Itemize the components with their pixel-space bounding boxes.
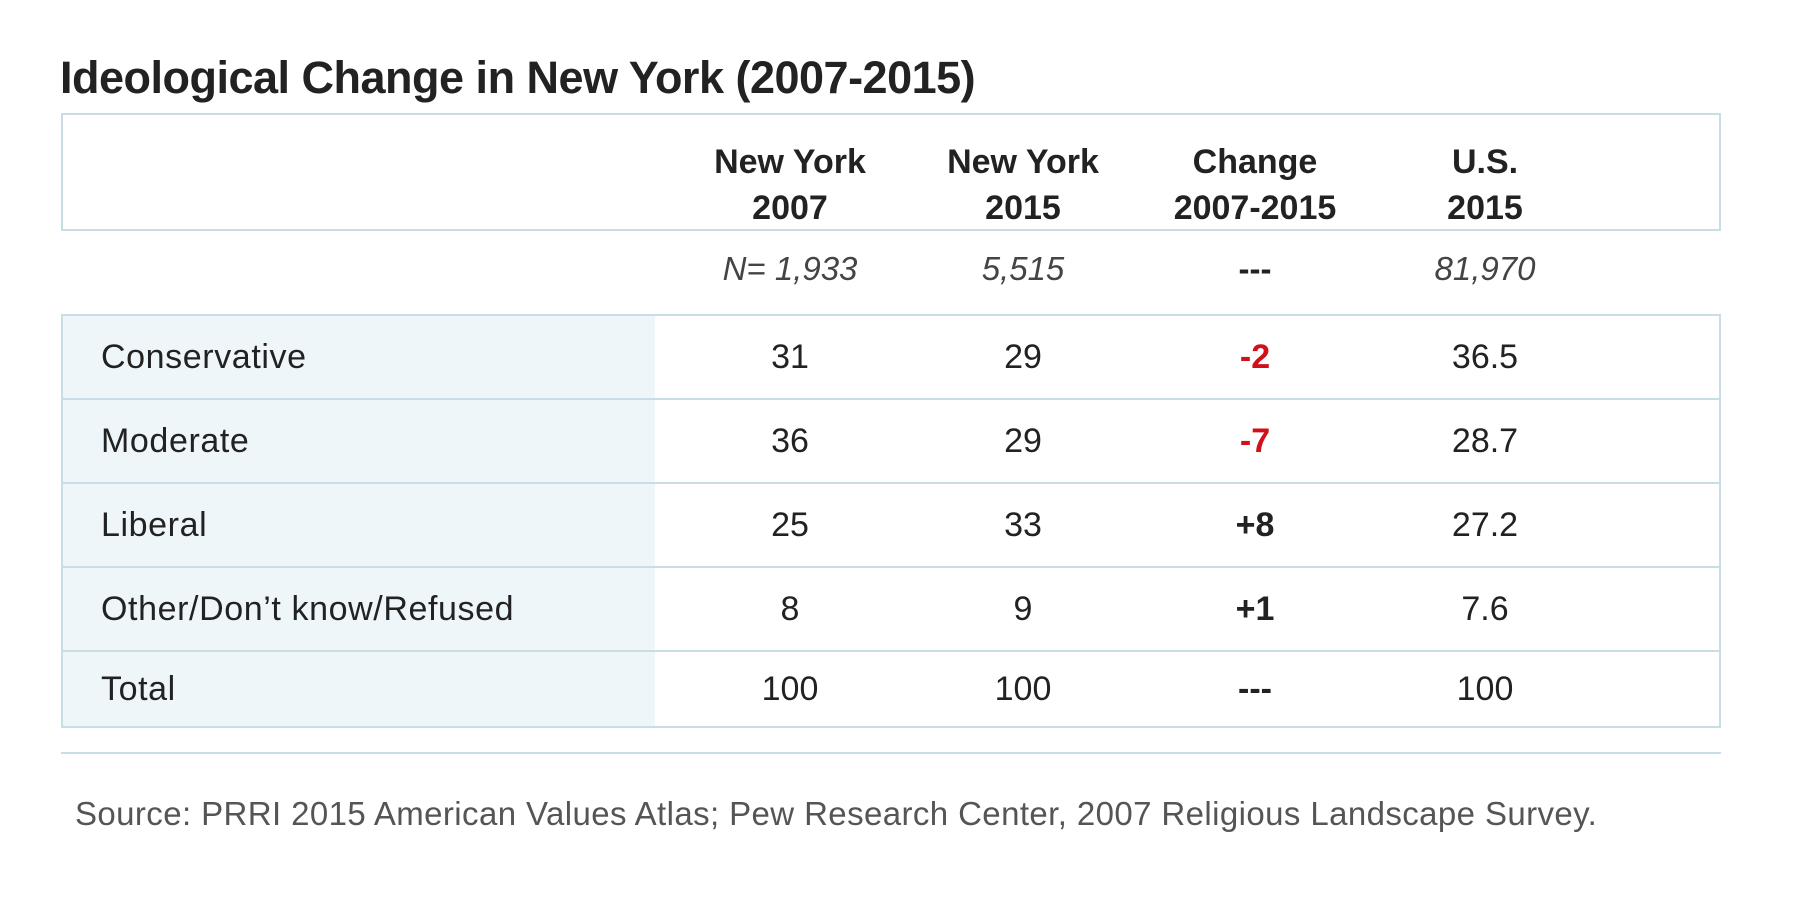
row-divider xyxy=(63,566,1719,568)
table-row-total: Total 100 100 --- 100 xyxy=(63,652,1719,726)
cell-ny-2007: 31 xyxy=(771,338,809,376)
table-row-other: Other/Don’t know/Refused 8 9 +1 7.6 xyxy=(63,568,1719,650)
sample-size-row: N= 1,933 5,515 --- 81,970 xyxy=(61,244,1721,308)
table-title: Ideological Change in New York (2007-201… xyxy=(60,52,976,103)
cell-change: -7 xyxy=(1239,422,1271,460)
cell-ny-2007: 36 xyxy=(771,422,809,460)
row-label: Moderate xyxy=(101,422,250,460)
cell-change: --- xyxy=(1238,670,1272,708)
cell-us-2015: 7.6 xyxy=(1461,590,1509,628)
table-row-liberal: Liberal 25 33 +8 27.2 xyxy=(63,484,1719,566)
cell-ny-2007: 25 xyxy=(771,506,809,544)
cell-change: +1 xyxy=(1235,590,1275,628)
sample-size-us-2015: 81,970 xyxy=(1434,250,1536,287)
source-note: Source: PRRI 2015 American Values Atlas;… xyxy=(75,795,1598,832)
table-row-moderate: Moderate 36 29 -7 28.7 xyxy=(63,400,1719,482)
cell-change: -2 xyxy=(1239,338,1271,376)
cell-ny-2015: 100 xyxy=(994,670,1052,708)
column-header-ny-2007: New York 2007 xyxy=(714,143,866,227)
row-label: Other/Don’t know/Refused xyxy=(101,590,515,628)
cell-us-2015: 27.2 xyxy=(1451,506,1519,544)
cell-us-2015: 36.5 xyxy=(1451,338,1519,376)
sample-size-ny-2015: 5,515 xyxy=(981,250,1065,287)
cell-ny-2007: 8 xyxy=(780,590,800,628)
column-header-change: Change 2007-2015 xyxy=(1173,143,1337,227)
data-table: Conservative 31 29 -2 36.5 Moderate 36 2… xyxy=(61,314,1721,728)
row-divider xyxy=(63,398,1719,400)
label-shade xyxy=(63,652,655,726)
cell-ny-2015: 29 xyxy=(1004,422,1042,460)
column-header-us-2015: U.S. 2015 xyxy=(1447,143,1523,227)
cell-ny-2015: 29 xyxy=(1004,338,1042,376)
label-shade xyxy=(63,568,655,650)
cell-us-2015: 100 xyxy=(1456,670,1514,708)
cell-change: +8 xyxy=(1235,506,1275,544)
label-shade xyxy=(63,484,655,566)
sample-size-change: --- xyxy=(1238,250,1272,287)
label-shade xyxy=(63,316,655,398)
column-header-row: New York 2007 New York 2015 Change 2007-… xyxy=(61,113,1721,231)
label-shade xyxy=(63,400,655,482)
row-label: Liberal xyxy=(101,506,208,544)
row-divider xyxy=(63,482,1719,484)
cell-ny-2015: 9 xyxy=(1013,590,1033,628)
table-row-conservative: Conservative 31 29 -2 36.5 xyxy=(63,316,1719,398)
cell-ny-2007: 100 xyxy=(761,670,819,708)
footer-divider xyxy=(61,752,1721,754)
cell-us-2015: 28.7 xyxy=(1451,422,1519,460)
row-label: Total xyxy=(101,670,176,708)
column-header-ny-2015: New York 2015 xyxy=(947,143,1099,227)
row-label: Conservative xyxy=(101,338,307,376)
sample-size-ny-2007: N= 1,933 xyxy=(722,250,858,287)
row-divider xyxy=(63,650,1719,652)
cell-ny-2015: 33 xyxy=(1004,506,1042,544)
